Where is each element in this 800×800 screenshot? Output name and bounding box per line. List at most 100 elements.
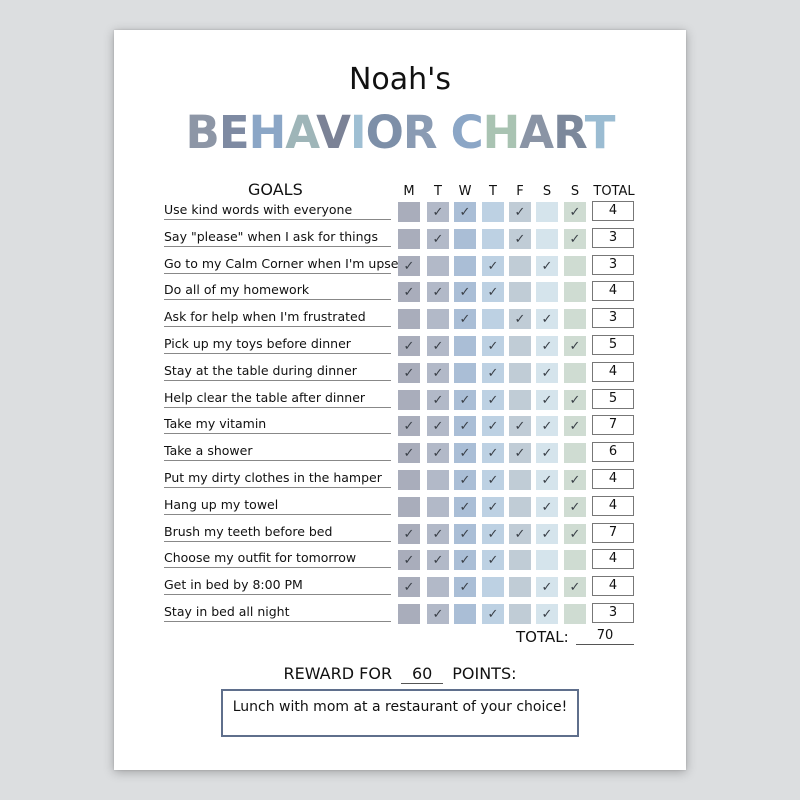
empty-day-box[interactable] (564, 604, 586, 624)
checked-day-box[interactable]: ✓ (427, 336, 449, 356)
checked-day-box[interactable]: ✓ (564, 470, 586, 490)
empty-day-box[interactable] (564, 282, 586, 303)
empty-day-box[interactable] (398, 496, 420, 517)
checked-day-box[interactable]: ✓ (427, 228, 449, 249)
empty-day-box[interactable] (427, 255, 449, 276)
empty-day-box[interactable] (536, 202, 558, 222)
checked-day-box[interactable]: ✓ (482, 416, 504, 437)
checked-day-box[interactable]: ✓ (564, 416, 586, 437)
empty-day-box[interactable] (564, 255, 586, 276)
empty-day-box[interactable] (564, 550, 586, 571)
checked-day-box[interactable]: ✓ (398, 336, 420, 356)
checked-day-box[interactable]: ✓ (398, 416, 420, 437)
empty-day-box[interactable] (564, 309, 586, 330)
checked-day-box[interactable]: ✓ (482, 496, 504, 517)
empty-day-box[interactable] (427, 309, 449, 330)
checked-day-box[interactable]: ✓ (536, 255, 558, 276)
checked-day-box[interactable]: ✓ (454, 577, 476, 598)
checked-day-box[interactable]: ✓ (482, 255, 504, 276)
checked-day-box[interactable]: ✓ (482, 550, 504, 571)
checked-day-box[interactable]: ✓ (482, 362, 504, 383)
checked-day-box[interactable]: ✓ (454, 443, 476, 464)
checked-day-box[interactable]: ✓ (509, 443, 531, 464)
empty-day-box[interactable] (454, 228, 476, 249)
checked-day-box[interactable]: ✓ (427, 604, 449, 624)
empty-day-box[interactable] (398, 309, 420, 330)
empty-day-box[interactable] (564, 362, 586, 383)
checked-day-box[interactable]: ✓ (536, 336, 558, 356)
checked-day-box[interactable]: ✓ (509, 228, 531, 249)
checked-day-box[interactable]: ✓ (398, 550, 420, 571)
checked-day-box[interactable]: ✓ (427, 362, 449, 383)
empty-day-box[interactable] (427, 496, 449, 517)
empty-day-box[interactable] (427, 470, 449, 490)
checked-day-box[interactable]: ✓ (398, 443, 420, 464)
empty-day-box[interactable] (398, 389, 420, 410)
checked-day-box[interactable]: ✓ (509, 309, 531, 330)
checked-day-box[interactable]: ✓ (536, 309, 558, 330)
checked-day-box[interactable]: ✓ (427, 202, 449, 222)
checked-day-box[interactable]: ✓ (509, 523, 531, 544)
checked-day-box[interactable]: ✓ (536, 443, 558, 464)
checked-day-box[interactable]: ✓ (509, 416, 531, 437)
checked-day-box[interactable]: ✓ (427, 416, 449, 437)
checked-day-box[interactable]: ✓ (482, 336, 504, 356)
checked-day-box[interactable]: ✓ (398, 255, 420, 276)
checked-day-box[interactable]: ✓ (454, 309, 476, 330)
empty-day-box[interactable] (482, 228, 504, 249)
empty-day-box[interactable] (454, 336, 476, 356)
empty-day-box[interactable] (509, 470, 531, 490)
checked-day-box[interactable]: ✓ (482, 389, 504, 410)
empty-day-box[interactable] (509, 550, 531, 571)
empty-day-box[interactable] (454, 255, 476, 276)
empty-day-box[interactable] (509, 255, 531, 276)
empty-day-box[interactable] (427, 577, 449, 598)
checked-day-box[interactable]: ✓ (482, 443, 504, 464)
empty-day-box[interactable] (482, 309, 504, 330)
empty-day-box[interactable] (564, 443, 586, 464)
checked-day-box[interactable]: ✓ (427, 523, 449, 544)
checked-day-box[interactable]: ✓ (536, 416, 558, 437)
empty-day-box[interactable] (398, 202, 420, 222)
checked-day-box[interactable]: ✓ (509, 202, 531, 222)
checked-day-box[interactable]: ✓ (454, 523, 476, 544)
empty-day-box[interactable] (509, 577, 531, 598)
empty-day-box[interactable] (536, 228, 558, 249)
empty-day-box[interactable] (509, 496, 531, 517)
checked-day-box[interactable]: ✓ (564, 577, 586, 598)
empty-day-box[interactable] (509, 282, 531, 303)
checked-day-box[interactable]: ✓ (454, 282, 476, 303)
checked-day-box[interactable]: ✓ (454, 496, 476, 517)
checked-day-box[interactable]: ✓ (427, 550, 449, 571)
checked-day-box[interactable]: ✓ (482, 523, 504, 544)
checked-day-box[interactable]: ✓ (454, 389, 476, 410)
checked-day-box[interactable]: ✓ (482, 604, 504, 624)
checked-day-box[interactable]: ✓ (536, 496, 558, 517)
empty-day-box[interactable] (398, 228, 420, 249)
empty-day-box[interactable] (509, 389, 531, 410)
empty-day-box[interactable] (454, 604, 476, 624)
empty-day-box[interactable] (536, 282, 558, 303)
checked-day-box[interactable]: ✓ (482, 470, 504, 490)
checked-day-box[interactable]: ✓ (454, 470, 476, 490)
checked-day-box[interactable]: ✓ (398, 523, 420, 544)
checked-day-box[interactable]: ✓ (427, 389, 449, 410)
empty-day-box[interactable] (454, 362, 476, 383)
checked-day-box[interactable]: ✓ (536, 604, 558, 624)
checked-day-box[interactable]: ✓ (398, 362, 420, 383)
checked-day-box[interactable]: ✓ (427, 282, 449, 303)
checked-day-box[interactable]: ✓ (427, 443, 449, 464)
checked-day-box[interactable]: ✓ (564, 202, 586, 222)
checked-day-box[interactable]: ✓ (454, 416, 476, 437)
empty-day-box[interactable] (536, 550, 558, 571)
checked-day-box[interactable]: ✓ (564, 523, 586, 544)
checked-day-box[interactable]: ✓ (564, 336, 586, 356)
checked-day-box[interactable]: ✓ (536, 523, 558, 544)
empty-day-box[interactable] (509, 604, 531, 624)
checked-day-box[interactable]: ✓ (536, 577, 558, 598)
checked-day-box[interactable]: ✓ (454, 550, 476, 571)
checked-day-box[interactable]: ✓ (564, 228, 586, 249)
empty-day-box[interactable] (482, 577, 504, 598)
checked-day-box[interactable]: ✓ (536, 470, 558, 490)
checked-day-box[interactable]: ✓ (482, 282, 504, 303)
